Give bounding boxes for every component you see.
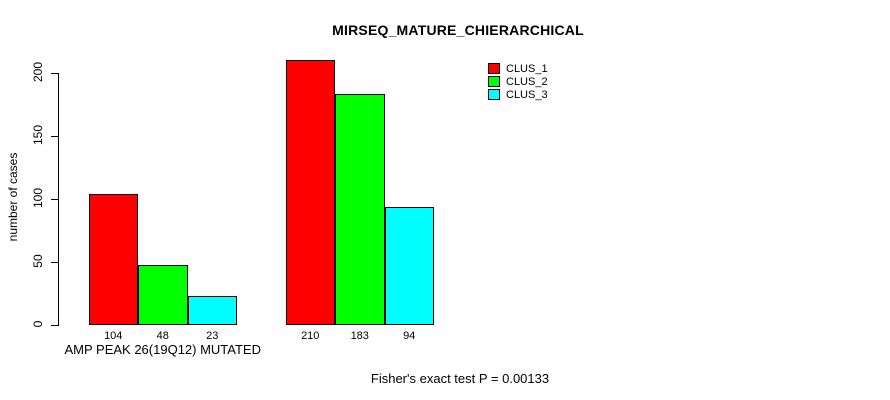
legend-item-clus_2: CLUS_2 [488, 75, 548, 88]
bar-value-label: 210 [301, 330, 320, 342]
legend-swatch-icon [488, 76, 500, 87]
legend-item-clus_1: CLUS_1 [488, 62, 548, 75]
statistical-test-annotation: Fisher's exact test P = 0.00133 [370, 371, 550, 386]
bar-clus_1-group1 [88, 193, 138, 325]
y-axis-label: number of cases [6, 152, 20, 242]
y-axis-tick [51, 325, 58, 326]
y-axis-line [58, 73, 59, 326]
bar-value-label: 94 [403, 330, 416, 342]
y-axis-tick [51, 73, 58, 74]
bar-value-label: 23 [206, 330, 219, 342]
legend-label: CLUS_3 [506, 88, 548, 101]
bar-value-label: 48 [156, 330, 169, 342]
bar-value-label: 104 [104, 330, 123, 342]
bar-clus_1-group2 [285, 60, 335, 325]
legend-label: CLUS_2 [506, 75, 548, 88]
legend-label: CLUS_1 [506, 62, 548, 75]
y-axis-tick-label: 150 [31, 124, 45, 146]
y-axis-tick [51, 136, 58, 137]
y-axis-tick-label: 50 [31, 254, 45, 268]
legend-swatch-icon [488, 89, 500, 100]
bar-clus_3-group2 [384, 206, 434, 325]
x-axis-group-label: AMP PEAK 26(19Q12) MUTATED [64, 342, 261, 357]
y-axis-tick [51, 262, 58, 263]
bar-clus_2-group1 [138, 264, 188, 325]
bar-clus_2-group2 [335, 94, 385, 325]
y-axis-tick-label: 100 [31, 187, 45, 209]
chart-title: MIRSEQ_MATURE_CHIERARCHICAL [332, 22, 584, 38]
legend: CLUS_1 CLUS_2 CLUS_3 [488, 62, 548, 101]
legend-swatch-icon [488, 63, 500, 74]
bar-clus_3-group1 [187, 296, 237, 325]
legend-item-clus_3: CLUS_3 [488, 88, 548, 101]
bar-value-label: 183 [350, 330, 369, 342]
y-axis-tick [51, 199, 58, 200]
y-axis-tick-label: 200 [31, 61, 45, 83]
